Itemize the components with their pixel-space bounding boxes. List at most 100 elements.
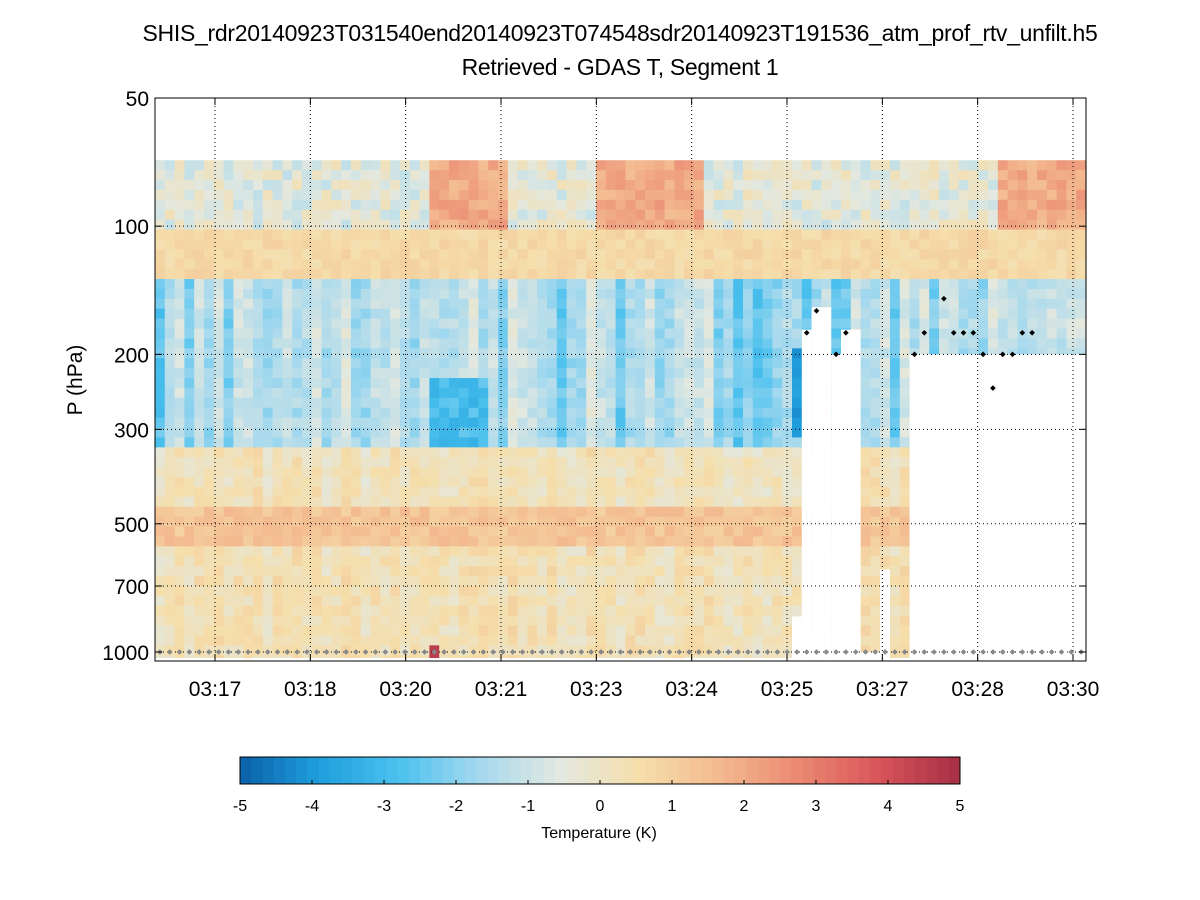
heatmap-cell — [1027, 308, 1038, 320]
heatmap-cell — [919, 269, 930, 280]
heatmap-cell — [204, 180, 215, 191]
heatmap-cell — [468, 387, 479, 399]
heatmap-cell — [174, 506, 185, 518]
heatmap-cell — [419, 269, 430, 280]
heatmap-cell — [645, 170, 656, 181]
heatmap-cell — [958, 180, 969, 191]
heatmap-cell — [762, 477, 773, 488]
heatmap-cell — [723, 496, 734, 508]
heatmap-cell — [752, 259, 764, 270]
heatmap-cell — [615, 160, 626, 171]
surface-marker — [441, 649, 447, 655]
heatmap-cell — [419, 338, 430, 349]
heatmap-cell — [458, 279, 470, 290]
heatmap-cell — [321, 358, 332, 369]
heatmap-cell — [1007, 308, 1018, 320]
heatmap-cell — [870, 536, 881, 547]
heatmap-cell — [370, 219, 381, 231]
heatmap-cell — [380, 209, 391, 221]
heatmap-cell — [380, 506, 391, 518]
heatmap-cell — [370, 546, 381, 557]
heatmap-cell — [429, 566, 440, 577]
heatmap-cell — [919, 170, 930, 181]
heatmap-cell — [635, 180, 646, 191]
heatmap-cell — [625, 219, 636, 231]
heatmap-cell — [488, 328, 499, 340]
heatmap-cell — [537, 585, 548, 597]
heatmap-cell — [419, 477, 430, 488]
heatmap-cell — [311, 427, 323, 439]
heatmap-cell — [380, 239, 391, 250]
heatmap-cell — [253, 595, 264, 607]
heatmap-cell — [302, 486, 313, 498]
heatmap-cell — [262, 447, 274, 458]
heatmap-cell — [556, 477, 568, 488]
heatmap-cell — [566, 328, 577, 340]
heatmap-cell — [752, 556, 764, 567]
heatmap-cell — [272, 615, 283, 627]
heatmap-cell — [556, 298, 568, 310]
heatmap-cell — [282, 358, 293, 369]
heatmap-cell — [968, 279, 979, 290]
heatmap-cell — [752, 249, 764, 260]
heatmap-cell — [1007, 229, 1018, 241]
heatmap-cell — [527, 338, 538, 349]
heatmap-cell — [380, 397, 391, 409]
heatmap-cell — [654, 605, 666, 617]
heatmap-cell — [282, 526, 293, 538]
heatmap-cell — [537, 397, 548, 409]
heatmap-cell — [174, 298, 185, 310]
heatmap-cell — [899, 496, 911, 508]
heatmap-cell — [762, 556, 773, 567]
heatmap-cell — [674, 199, 685, 211]
heatmap-cell — [498, 585, 509, 597]
heatmap-cell — [1007, 219, 1018, 231]
heatmap-cell — [723, 576, 734, 587]
heatmap-cell — [223, 269, 234, 280]
heatmap-cell — [664, 358, 675, 369]
heatmap-cell — [507, 615, 519, 627]
heatmap-cell — [743, 348, 754, 359]
heatmap-cell — [174, 447, 185, 458]
heatmap-cell — [439, 427, 450, 439]
heatmap-cell — [870, 467, 881, 478]
cloud-top-marker — [921, 329, 928, 336]
heatmap-cell — [213, 219, 225, 231]
heatmap-cell — [321, 368, 332, 379]
surface-marker — [549, 649, 555, 655]
heatmap-cell — [321, 437, 332, 448]
heatmap-cell — [498, 566, 509, 577]
heatmap-cell — [155, 536, 166, 547]
heatmap-cell — [243, 298, 254, 310]
heatmap-cell — [978, 308, 989, 320]
heatmap-cell — [321, 447, 332, 458]
heatmap-cell — [164, 407, 176, 419]
heatmap-cell — [360, 635, 372, 646]
heatmap-cell — [792, 437, 803, 448]
heatmap-cell — [282, 229, 293, 241]
heatmap-cell — [517, 279, 528, 290]
heatmap-cell — [674, 526, 685, 538]
heatmap-cell — [625, 556, 636, 567]
heatmap-cell — [1007, 259, 1018, 270]
heatmap-cell — [507, 199, 519, 211]
heatmap-cell — [576, 526, 587, 538]
heatmap-cell — [860, 556, 871, 567]
heatmap-cell — [988, 338, 999, 349]
heatmap-cell — [1066, 189, 1077, 201]
heatmap-cell — [645, 199, 656, 211]
heatmap-cell — [155, 595, 166, 607]
heatmap-cell — [625, 298, 636, 310]
heatmap-cell — [576, 427, 587, 439]
heatmap-cell — [409, 348, 421, 359]
heatmap-cell — [1066, 170, 1077, 181]
heatmap-cell — [311, 249, 323, 260]
heatmap-cell — [635, 496, 646, 508]
heatmap-cell — [194, 615, 205, 627]
heatmap-cell — [841, 219, 852, 231]
heatmap-cell — [341, 160, 352, 171]
heatmap-cell — [331, 635, 342, 646]
heatmap-cell — [556, 457, 568, 468]
heatmap-cell — [1007, 328, 1018, 340]
heatmap-cell — [478, 397, 489, 409]
